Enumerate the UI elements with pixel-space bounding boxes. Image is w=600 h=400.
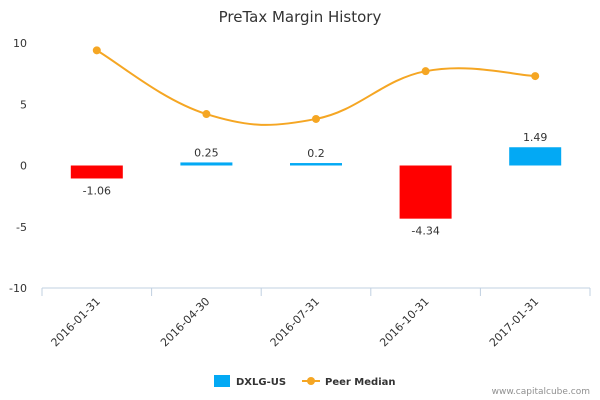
bar-data-labels: -1.06 0.25 0.2 -4.34 1.49 <box>83 131 548 237</box>
peer-median-point[interactable] <box>312 114 320 123</box>
y-tick-label: 5 <box>20 98 27 111</box>
y-tick-label: -5 <box>16 221 27 234</box>
chart-title: PreTax Margin History <box>219 8 382 26</box>
y-axis: 10 5 0 -5 -10 <box>9 37 27 295</box>
peer-median-point[interactable] <box>92 46 101 55</box>
x-tick-label: 2017-01-31 <box>487 295 541 349</box>
bar-dxlg-us[interactable] <box>509 147 562 166</box>
bar-dxlg-us[interactable] <box>290 163 342 166</box>
line-series-peer-median <box>92 46 540 126</box>
x-axis: 2016-01-31 2016-04-30 2016-07-31 2016-10-31… <box>41 287 591 349</box>
peer-median-point[interactable] <box>531 72 540 81</box>
credit-text: www.capitalcube.com <box>492 387 590 397</box>
bar-dxlg-us[interactable] <box>180 162 233 166</box>
bar-value-label: -1.06 <box>83 184 111 197</box>
y-tick-label: -10 <box>9 282 27 295</box>
bar-dxlg-us[interactable] <box>70 165 123 179</box>
peer-median-point[interactable] <box>202 110 211 119</box>
bar-value-label: 1.49 <box>523 131 548 144</box>
legend[interactable]: DXLG-US Peer Median <box>214 375 396 388</box>
legend-label[interactable]: Peer Median <box>325 377 396 388</box>
x-tick-label: 2016-01-31 <box>49 295 103 349</box>
legend-square-icon <box>214 375 230 387</box>
peer-median-line <box>96 49 536 126</box>
y-tick-label: 0 <box>20 160 27 173</box>
x-tick-label: 2016-07-31 <box>268 295 322 349</box>
bar-value-label: 0.25 <box>194 146 219 159</box>
bar-value-label: -4.34 <box>411 225 439 238</box>
y-tick-label: 10 <box>13 37 27 50</box>
bar-value-label: 0.2 <box>307 147 325 160</box>
x-tick-label: 2016-04-30 <box>158 295 212 349</box>
legend-dot-icon <box>307 377 315 385</box>
bar-dxlg-us[interactable] <box>399 165 452 219</box>
peer-median-point[interactable] <box>421 67 430 76</box>
bar-series-dxlg-us <box>70 147 562 219</box>
legend-label[interactable]: DXLG-US <box>236 377 286 388</box>
x-tick-label: 2016-10-31 <box>377 295 431 349</box>
